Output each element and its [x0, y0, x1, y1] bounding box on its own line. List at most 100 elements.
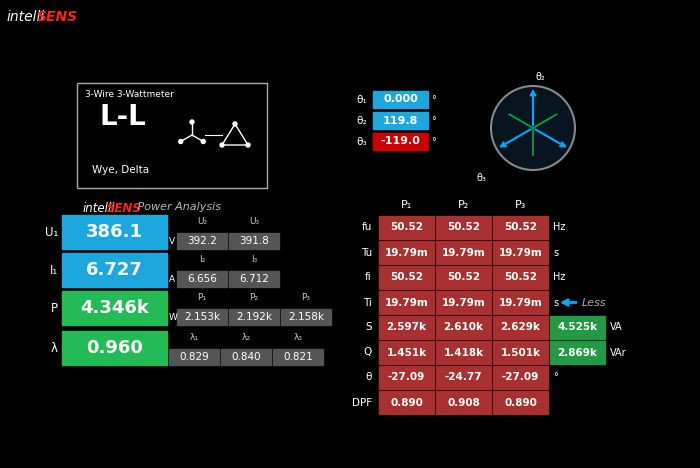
Text: 3-Wire 3-Wattmeter: 3-Wire 3-Wattmeter: [85, 90, 174, 99]
Text: intelli: intelli: [7, 10, 46, 24]
Text: -27.09: -27.09: [502, 373, 539, 382]
Text: 19.79m: 19.79m: [384, 248, 428, 257]
Bar: [77, 83, 267, 188]
Circle shape: [246, 143, 250, 147]
Text: Tu: Tu: [360, 248, 372, 257]
Text: P: P: [51, 301, 58, 314]
Text: DPF: DPF: [352, 397, 372, 408]
Text: 19.79m: 19.79m: [498, 298, 542, 307]
Text: λ₁: λ₁: [190, 333, 199, 342]
Bar: [177, 309, 227, 325]
Text: 0.000: 0.000: [383, 95, 418, 104]
Text: I₃: I₃: [251, 255, 257, 264]
Text: 1.418k: 1.418k: [443, 348, 484, 358]
Text: SENS: SENS: [37, 10, 78, 24]
Circle shape: [190, 120, 194, 124]
Text: s: s: [553, 248, 558, 257]
Bar: [62, 253, 167, 287]
Text: s: s: [553, 298, 558, 307]
Text: Wye, Delta: Wye, Delta: [92, 165, 149, 175]
Text: 0.890: 0.890: [390, 397, 423, 408]
Bar: [550, 341, 605, 364]
Circle shape: [220, 143, 224, 147]
Text: 119.8: 119.8: [383, 116, 418, 125]
Text: fu: fu: [362, 222, 372, 233]
Bar: [281, 309, 331, 325]
Text: I₁: I₁: [50, 263, 58, 277]
Text: 2.869k: 2.869k: [558, 348, 597, 358]
Text: VAr: VAr: [610, 348, 627, 358]
Bar: [436, 366, 491, 389]
Text: 6.656: 6.656: [187, 274, 217, 284]
Text: A: A: [169, 275, 175, 284]
Bar: [436, 216, 491, 239]
Text: 2.153k: 2.153k: [184, 312, 220, 322]
Text: °: °: [431, 95, 435, 105]
Text: P₂: P₂: [249, 293, 258, 302]
Text: θ₃: θ₃: [476, 173, 486, 183]
Bar: [379, 216, 434, 239]
Text: 19.79m: 19.79m: [384, 298, 428, 307]
Text: θ₂: θ₂: [536, 72, 546, 82]
Text: Power Analysis: Power Analysis: [134, 202, 221, 212]
Text: 50.52: 50.52: [504, 222, 537, 233]
Text: U₃: U₃: [249, 217, 259, 226]
Bar: [373, 112, 428, 129]
Circle shape: [491, 86, 575, 170]
Bar: [379, 341, 434, 364]
Text: 19.79m: 19.79m: [442, 248, 485, 257]
Text: W: W: [169, 313, 178, 322]
Text: Q: Q: [364, 348, 372, 358]
Bar: [436, 241, 491, 264]
Text: 50.52: 50.52: [390, 272, 423, 283]
Text: 6.727: 6.727: [86, 261, 143, 279]
Text: 4.525k: 4.525k: [557, 322, 598, 332]
Text: θ₁: θ₁: [356, 95, 367, 105]
Bar: [273, 349, 323, 365]
Text: 392.2: 392.2: [187, 236, 217, 246]
Text: 50.52: 50.52: [504, 272, 537, 283]
Bar: [379, 366, 434, 389]
Text: 50.52: 50.52: [447, 272, 480, 283]
Bar: [229, 233, 279, 249]
Bar: [436, 316, 491, 339]
Bar: [62, 215, 167, 249]
Text: °: °: [431, 116, 435, 126]
Text: °: °: [431, 137, 435, 147]
Text: P₃: P₃: [514, 200, 526, 210]
Text: λ₂: λ₂: [241, 333, 251, 342]
Text: 50.52: 50.52: [447, 222, 480, 233]
Text: P₁: P₁: [197, 293, 206, 302]
Bar: [177, 233, 227, 249]
Text: 0.908: 0.908: [447, 397, 480, 408]
Bar: [221, 349, 271, 365]
Text: 386.1: 386.1: [86, 223, 143, 241]
Bar: [379, 316, 434, 339]
Bar: [379, 266, 434, 289]
Text: 2.597k: 2.597k: [386, 322, 426, 332]
Bar: [379, 241, 434, 264]
Text: 1.451k: 1.451k: [386, 348, 426, 358]
Bar: [229, 309, 279, 325]
Bar: [436, 391, 491, 414]
Text: λ: λ: [51, 342, 58, 354]
Text: 6.712: 6.712: [239, 274, 269, 284]
Text: -24.77: -24.77: [444, 373, 482, 382]
Text: P₃: P₃: [302, 293, 311, 302]
Text: 2.158k: 2.158k: [288, 312, 324, 322]
Text: 0.829: 0.829: [179, 352, 209, 362]
Bar: [177, 271, 227, 287]
Text: θ₂: θ₂: [356, 116, 367, 126]
Text: S: S: [365, 322, 372, 332]
Text: 2.610k: 2.610k: [444, 322, 484, 332]
Text: 1.501k: 1.501k: [500, 348, 540, 358]
Text: 4.346k: 4.346k: [80, 299, 149, 317]
Text: P₂: P₂: [458, 200, 469, 210]
Circle shape: [233, 122, 237, 126]
Text: Ti: Ti: [363, 298, 372, 307]
Text: 2.192k: 2.192k: [236, 312, 272, 322]
Bar: [379, 391, 434, 414]
Text: Hz: Hz: [553, 272, 566, 283]
Text: SENS: SENS: [107, 202, 142, 215]
Bar: [229, 271, 279, 287]
